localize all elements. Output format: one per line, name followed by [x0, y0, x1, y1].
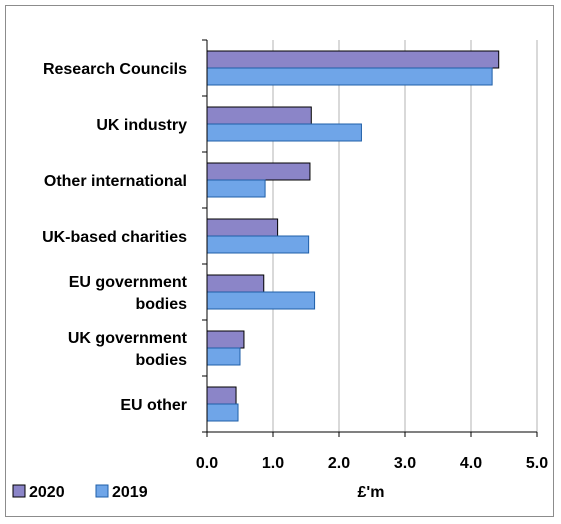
- bar-2019: [206, 235, 310, 254]
- bar-2020: [206, 162, 311, 181]
- value-axis: [202, 39, 538, 437]
- category-labels: Research Councils UK industry Other intern…: [42, 61, 188, 414]
- x-tick-label: 0.0: [196, 455, 218, 472]
- bar-2019: [206, 403, 239, 422]
- category-label: EU other: [120, 397, 187, 414]
- x-tick-label: 2.0: [328, 455, 350, 472]
- gridlines: [272, 40, 538, 432]
- category-label: bodies: [135, 296, 187, 313]
- category-label: UK industry: [96, 117, 187, 134]
- legend-label-2019: 2019: [112, 484, 148, 501]
- category-label: bodies: [135, 352, 187, 369]
- category-label: EU government: [69, 274, 188, 291]
- category-label: Other international: [44, 173, 187, 190]
- bar-2020: [206, 386, 237, 405]
- tick-labels: 0.0 1.0 2.0 3.0 4.0 5.0: [196, 455, 548, 472]
- category-label: UK government: [68, 330, 188, 347]
- x-axis-label: £'m: [358, 484, 385, 501]
- legend: 2020 2019: [12, 484, 148, 501]
- category-label: UK-based charities: [42, 229, 187, 246]
- bar-2020: [206, 330, 245, 349]
- legend-swatch-2019: [95, 484, 109, 498]
- bar-2020: [206, 218, 279, 237]
- bar-2020: [206, 274, 265, 293]
- x-tick-label: 3.0: [394, 455, 416, 472]
- bar-2019: [206, 67, 493, 86]
- category-label: Research Councils: [43, 61, 187, 78]
- x-tick-label: 5.0: [526, 455, 548, 472]
- bar-2020: [206, 50, 500, 69]
- x-tick-label: 1.0: [262, 455, 284, 472]
- bar-2019: [206, 347, 241, 366]
- bar-2019: [206, 291, 316, 310]
- bars: [206, 50, 500, 422]
- bar-2019: [206, 123, 362, 142]
- x-tick-label: 4.0: [460, 455, 482, 472]
- bar-2019: [206, 179, 266, 198]
- legend-swatch-2020: [12, 484, 26, 498]
- legend-label-2020: 2020: [29, 484, 65, 501]
- bar-2020: [206, 106, 312, 125]
